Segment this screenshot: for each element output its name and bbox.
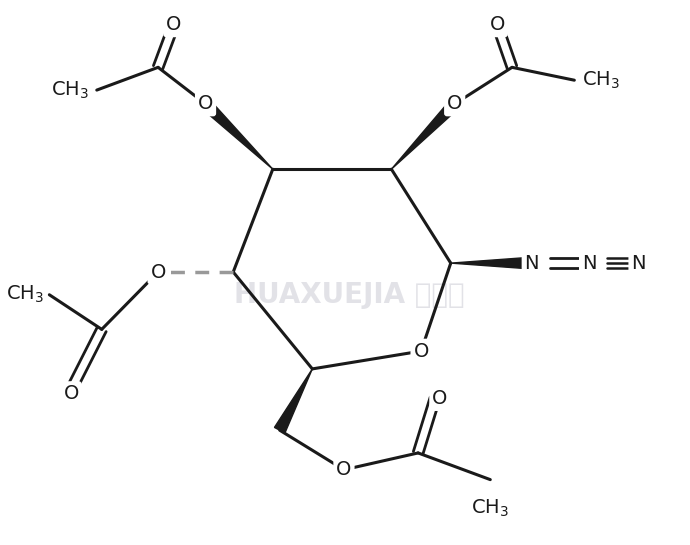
- Text: N: N: [582, 253, 596, 272]
- Text: O: O: [336, 460, 352, 479]
- Polygon shape: [391, 100, 459, 169]
- Text: O: O: [413, 342, 428, 361]
- Text: N: N: [631, 253, 646, 272]
- Text: O: O: [166, 15, 181, 34]
- Text: O: O: [432, 389, 448, 408]
- Text: N: N: [524, 253, 539, 272]
- Polygon shape: [201, 100, 273, 169]
- Text: O: O: [63, 384, 79, 403]
- Text: CH$_3$: CH$_3$: [582, 70, 620, 91]
- Text: O: O: [198, 94, 213, 113]
- Polygon shape: [451, 257, 532, 269]
- Text: CH$_3$: CH$_3$: [471, 498, 509, 519]
- Text: CH$_3$: CH$_3$: [51, 80, 89, 101]
- Text: O: O: [447, 94, 462, 113]
- Text: O: O: [150, 263, 166, 282]
- Text: CH$_3$: CH$_3$: [6, 284, 44, 305]
- Polygon shape: [275, 369, 313, 433]
- Text: O: O: [489, 15, 505, 34]
- Text: HUAXUEJIA 化学加: HUAXUEJIA 化学加: [234, 281, 464, 309]
